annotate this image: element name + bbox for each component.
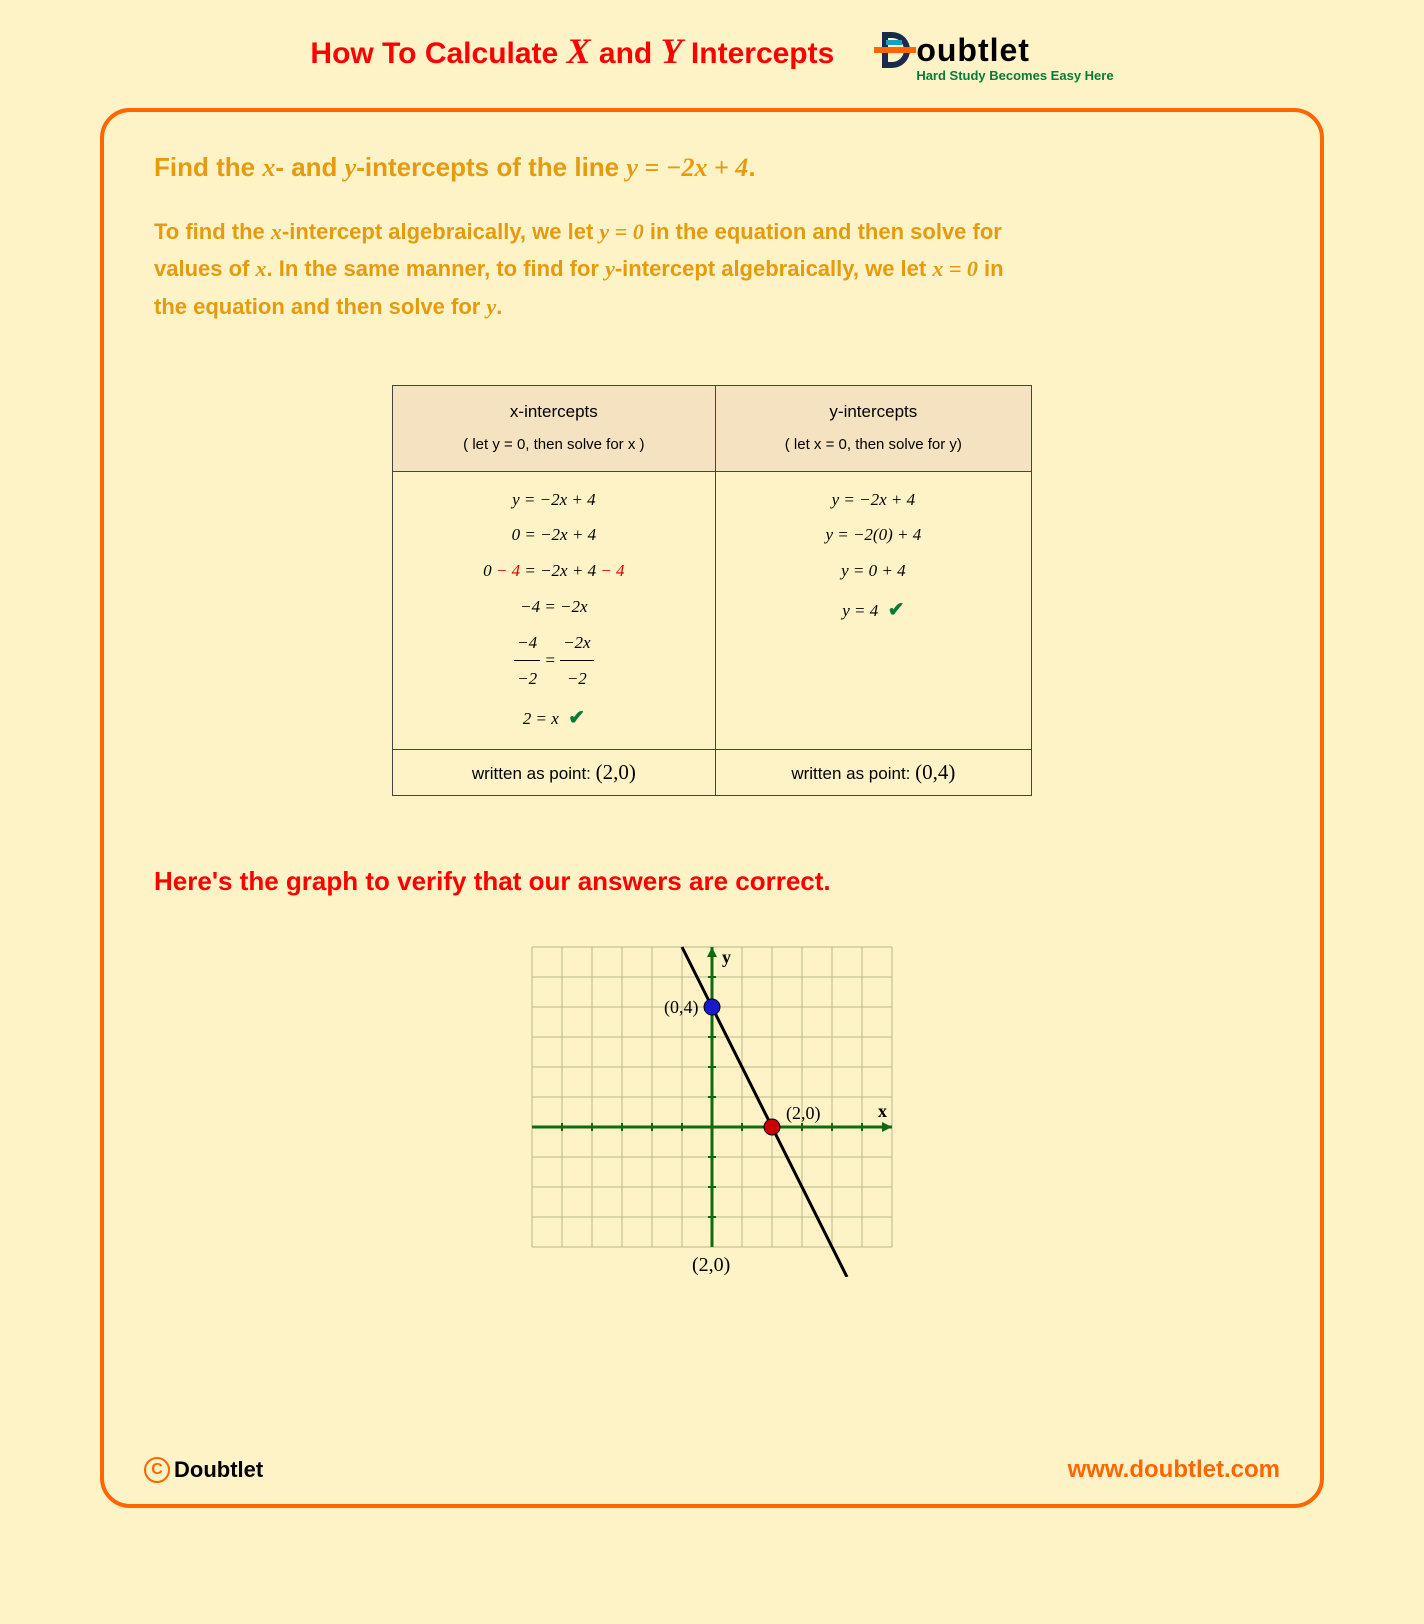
t: ( let y = 0, then solve for x )	[463, 436, 644, 453]
t: C	[151, 1461, 163, 1479]
y-point-row: written as point: (0,4)	[715, 749, 1031, 795]
title-text-2: and	[591, 37, 661, 70]
copyright: C Doubtlet	[144, 1457, 263, 1483]
t: x	[255, 256, 266, 281]
t: 2 = x	[523, 709, 559, 728]
t: x-intercepts	[510, 402, 598, 421]
t: y	[486, 294, 496, 319]
svg-text:y: y	[722, 947, 731, 967]
t: − 4	[600, 561, 624, 580]
x-point-row: written as point: (2,0)	[393, 749, 716, 795]
graph: (0,4) (2,0) x y (2,0)	[522, 937, 902, 1277]
content-card: Find the x- and y-intercepts of the line…	[100, 108, 1324, 1508]
t: . In the same manner, to find for	[266, 256, 605, 281]
t: -intercept algebraically, we let	[282, 219, 600, 244]
t: =	[540, 650, 560, 669]
card-footer: C Doubtlet www.doubtlet.com	[144, 1456, 1280, 1484]
t: −2	[514, 661, 540, 697]
t: - and	[275, 152, 344, 182]
t: y	[345, 153, 357, 182]
t: y-intercepts	[829, 402, 917, 421]
check-icon: ✔	[568, 707, 585, 729]
t: x = 0	[932, 256, 978, 281]
t: values of	[154, 256, 255, 281]
tagline: Hard Study Becomes Easy Here	[916, 68, 1113, 83]
t: = −2x + 4	[520, 561, 600, 580]
y-steps: y = −2x + 4 y = −2(0) + 4 y = 0 + 4 y = …	[715, 471, 1031, 749]
t: (2,0)	[596, 760, 636, 784]
t: in the equation and then solve for	[644, 219, 1002, 244]
svg-text:(0,4): (0,4)	[664, 997, 699, 1018]
t: −2x	[560, 625, 594, 662]
page-title: How To Calculate X and Y Intercepts	[310, 30, 834, 72]
svg-text:(2,0): (2,0)	[786, 1103, 821, 1124]
t: .	[496, 294, 502, 319]
t: x	[262, 153, 275, 182]
t: Find the	[154, 152, 262, 182]
x-steps: y = −2x + 4 0 = −2x + 4 0 − 4 = −2x + 4 …	[393, 471, 716, 749]
t: −4	[514, 625, 540, 662]
t: − 4	[496, 561, 520, 580]
problem-statement: Find the x- and y-intercepts of the line…	[154, 152, 1270, 183]
work-table: x-intercepts ( let y = 0, then solve for…	[392, 385, 1032, 796]
logo: oubtlet Hard Study Becomes Easy Here	[874, 30, 1113, 83]
t: y = −2(0) + 4	[825, 525, 921, 544]
t: written as point:	[791, 764, 915, 783]
t: -intercepts of the line	[356, 152, 626, 182]
t: .	[748, 152, 755, 182]
title-text-1: How To Calculate	[310, 37, 566, 70]
copyright-icon: C	[144, 1457, 170, 1483]
t: x	[271, 219, 282, 244]
title-text-3: Intercepts	[683, 37, 835, 70]
t: y = 0 + 4	[841, 561, 906, 580]
x-header: x-intercepts ( let y = 0, then solve for…	[393, 386, 716, 472]
page-header: How To Calculate X and Y Intercepts oubt…	[100, 30, 1324, 83]
logo-d-icon	[874, 30, 916, 70]
svg-text:(2,0): (2,0)	[692, 1254, 730, 1276]
t: y = −2x + 4	[832, 490, 916, 509]
t: y = 0	[599, 219, 643, 244]
t: −2	[560, 661, 594, 697]
t: To find the	[154, 219, 271, 244]
website-url: www.doubtlet.com	[1068, 1456, 1280, 1484]
svg-text:x: x	[878, 1101, 887, 1121]
t: y = 4	[842, 601, 878, 620]
check-icon: ✔	[888, 599, 905, 621]
logo-text: oubtlet	[916, 32, 1030, 69]
verify-heading: Here's the graph to verify that our answ…	[154, 866, 1270, 897]
title-var-x: X	[567, 31, 591, 71]
explanation: To find the x-intercept algebraically, w…	[154, 213, 1270, 325]
t: written as point:	[472, 764, 596, 783]
t: y = −2x + 4	[512, 490, 596, 509]
t: ( let x = 0, then solve for y)	[785, 436, 962, 453]
t: in	[978, 256, 1004, 281]
t: (0,4)	[915, 760, 955, 784]
t: Doubtlet	[174, 1457, 263, 1483]
t: -intercept algebraically, we let	[615, 256, 933, 281]
t: 0	[483, 561, 496, 580]
title-var-y: Y	[661, 31, 683, 71]
graph-container: (0,4) (2,0) x y (2,0)	[154, 937, 1270, 1277]
t: y = −2x + 4	[626, 153, 748, 182]
y-header: y-intercepts ( let x = 0, then solve for…	[715, 386, 1031, 472]
t: −4 = −2x	[520, 597, 587, 616]
t: y	[605, 256, 615, 281]
t: the equation and then solve for	[154, 294, 486, 319]
t: 0 = −2x + 4	[512, 525, 596, 544]
